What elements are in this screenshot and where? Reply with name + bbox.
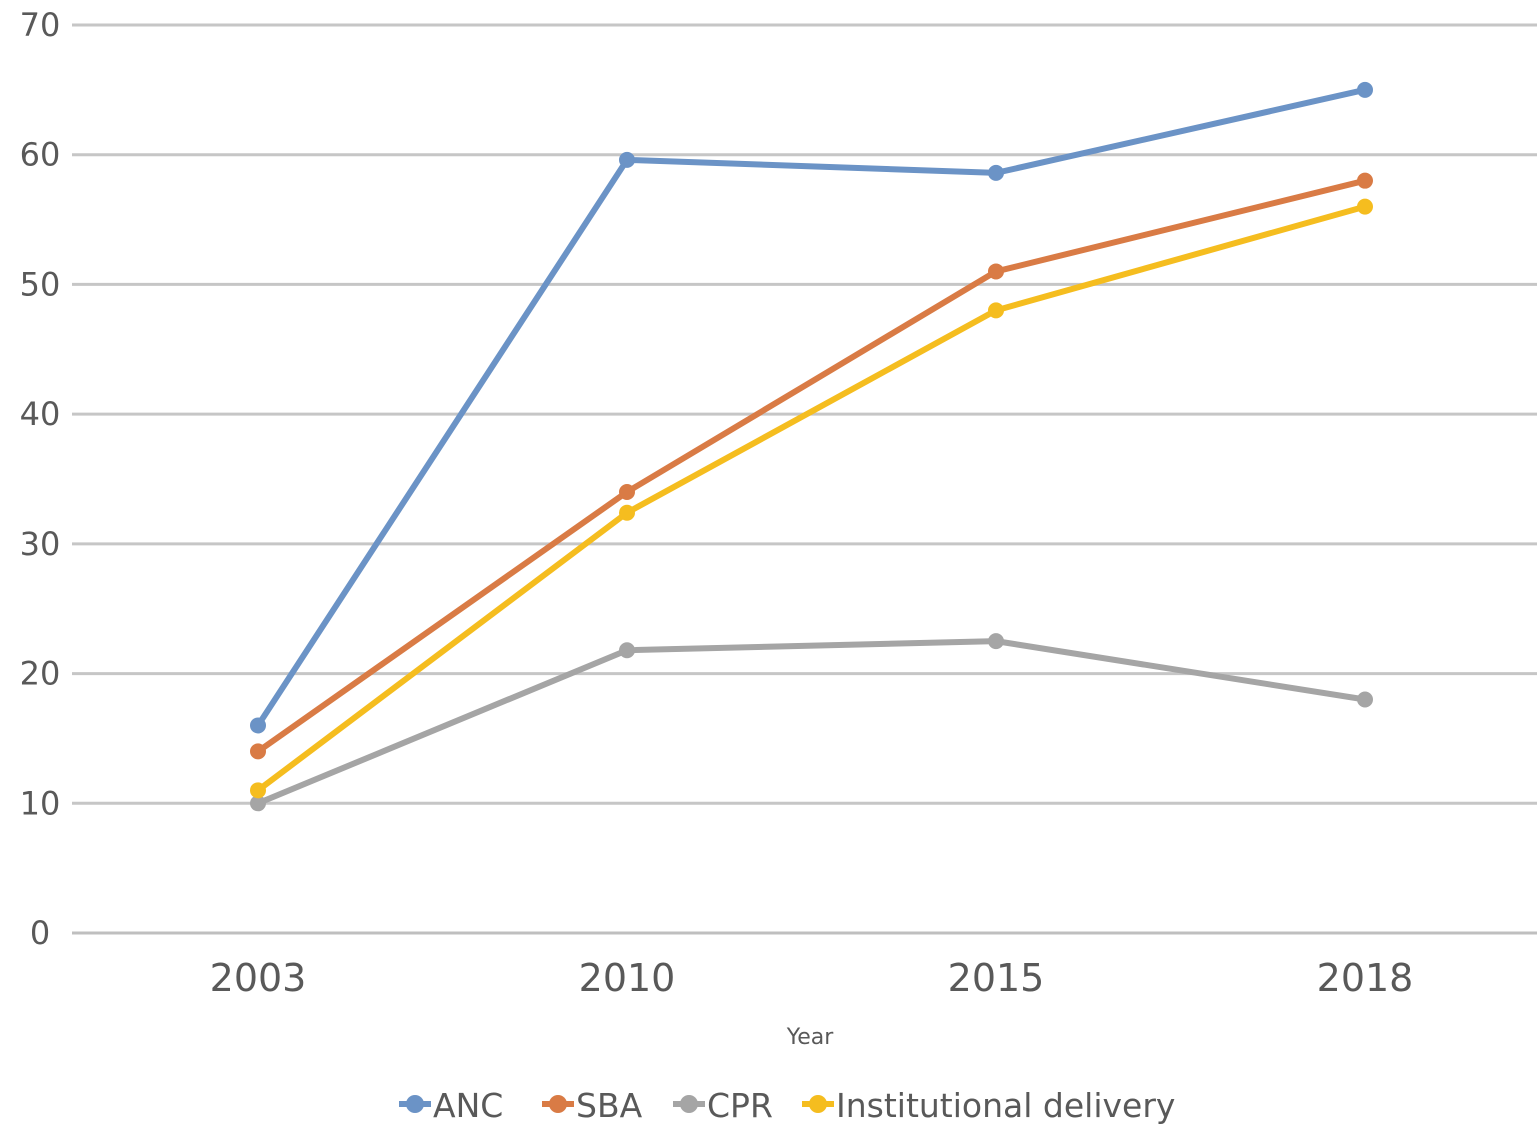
legend-item-cpr: CPR [673,1086,773,1125]
legend-swatch-marker [809,1095,827,1113]
y-tick-label: 30 [20,525,61,563]
legend-swatch-marker [549,1095,567,1113]
data-point-institutional-delivery [988,302,1004,319]
series-line-sba [255,177,1368,755]
data-point-sba [250,743,266,760]
series-line-cpr [255,638,1368,807]
y-tick-label: 50 [20,265,61,303]
series-line-anc [255,86,1368,729]
series-lines [255,86,1368,807]
legend-label: Institutional delivery [836,1086,1175,1125]
legend-swatch-marker [680,1095,698,1113]
data-point-sba [988,263,1004,280]
legend-item-institutional-delivery: Institutional delivery [802,1086,1175,1125]
x-tick-label: 2010 [579,956,676,1000]
legend: ANC SBA CPR Institutional delivery [399,1086,1175,1125]
data-point-institutional-delivery [1357,198,1373,215]
series-markers [250,81,1373,812]
data-point-cpr [988,633,1004,650]
data-point-cpr [619,642,635,659]
series-line-institutional-delivery [255,203,1368,794]
x-tick-label: 2015 [948,956,1045,1000]
legend-swatch-marker [406,1095,424,1113]
data-point-anc [250,717,266,734]
legend-item-sba: SBA [542,1086,643,1125]
y-axis-ticks: 0 10 20 30 40 50 60 70 [20,6,61,952]
legend-item-anc: ANC [399,1086,503,1125]
y-tick-label: 40 [20,395,61,433]
x-tick-label: 2003 [210,956,307,1000]
data-point-institutional-delivery [250,782,266,799]
x-axis-ticks: 2003 2010 2015 2018 [210,956,1414,1000]
y-tick-label: 0 [30,914,50,952]
y-tick-label: 60 [20,136,61,174]
x-tick-label: 2018 [1317,956,1414,1000]
data-point-institutional-delivery [619,504,635,521]
data-point-anc [988,164,1004,181]
legend-label: CPR [707,1086,773,1125]
legend-label: ANC [433,1086,503,1125]
data-point-anc [619,151,635,168]
data-point-sba [1357,172,1373,189]
data-point-anc [1357,81,1373,98]
gridlines [72,23,1537,935]
data-point-cpr [1357,691,1373,708]
y-tick-label: 10 [20,784,61,822]
data-point-sba [619,483,635,500]
legend-label: SBA [576,1086,643,1125]
y-tick-label: 20 [20,655,61,693]
y-tick-label: 70 [20,6,61,44]
x-axis-title: Year [786,1025,835,1050]
